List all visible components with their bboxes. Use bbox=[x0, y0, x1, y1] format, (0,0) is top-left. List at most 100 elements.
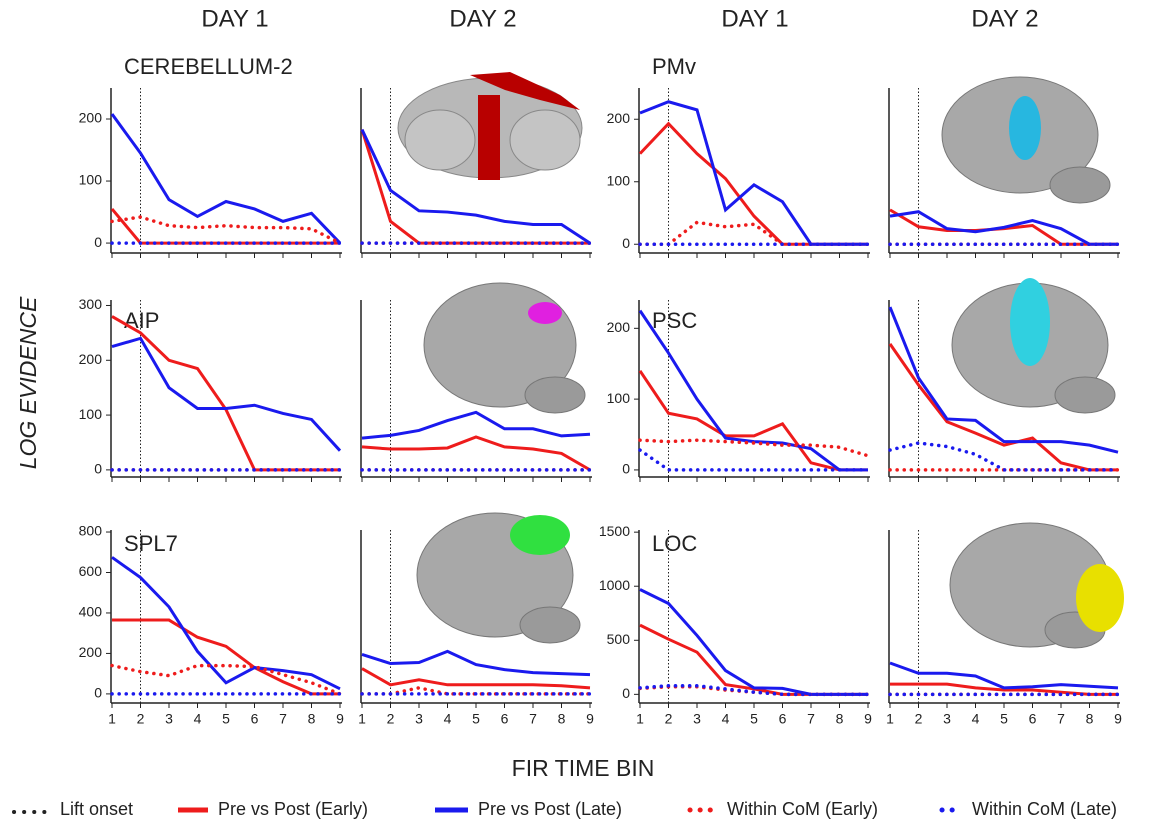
y-tick-label: 200 bbox=[79, 644, 103, 660]
series-line bbox=[640, 102, 868, 245]
x-axis-label: FIR TIME BIN bbox=[512, 755, 655, 781]
x-tick-label: 3 bbox=[943, 711, 951, 727]
series-line bbox=[362, 669, 590, 688]
y-tick-label: 0 bbox=[94, 234, 102, 250]
y-tick-label: 200 bbox=[79, 351, 103, 367]
x-tick-label: 1 bbox=[358, 711, 366, 727]
x-tick-label: 7 bbox=[1057, 711, 1065, 727]
x-tick-label: 1 bbox=[108, 711, 116, 727]
y-tick-label: 200 bbox=[607, 319, 631, 335]
panel-title: PSC bbox=[652, 308, 697, 333]
panel-title: PMv bbox=[652, 54, 696, 79]
brain-image-aip bbox=[424, 283, 585, 413]
y-tick-label: 1000 bbox=[599, 577, 630, 593]
legend-label: Pre vs Post (Late) bbox=[478, 799, 622, 819]
series-line bbox=[890, 443, 1118, 470]
x-tick-label: 1 bbox=[636, 711, 644, 727]
column-title: DAY 2 bbox=[449, 5, 516, 32]
x-tick-label: 3 bbox=[693, 711, 701, 727]
x-tick-label: 7 bbox=[807, 711, 815, 727]
series-line bbox=[112, 666, 340, 694]
series-line bbox=[640, 371, 868, 470]
x-tick-label: 1 bbox=[886, 711, 894, 727]
y-tick-label: 600 bbox=[79, 563, 103, 579]
y-tick-label: 1500 bbox=[599, 523, 630, 539]
x-tick-label: 5 bbox=[222, 711, 230, 727]
series-line bbox=[112, 557, 340, 689]
y-tick-label: 200 bbox=[79, 110, 103, 126]
y-tick-label: 200 bbox=[607, 110, 631, 126]
y-tick-label: 0 bbox=[622, 685, 630, 701]
x-tick-label: 8 bbox=[1086, 711, 1094, 727]
panel-title: CEREBELLUM-2 bbox=[124, 54, 293, 79]
x-tick-label: 4 bbox=[722, 711, 730, 727]
column-title: DAY 2 bbox=[971, 5, 1038, 32]
series-line bbox=[112, 316, 340, 469]
x-tick-label: 8 bbox=[308, 711, 316, 727]
x-tick-label: 2 bbox=[137, 711, 145, 727]
y-tick-label: 0 bbox=[94, 685, 102, 701]
panel-title: AIP bbox=[124, 308, 159, 333]
x-tick-label: 8 bbox=[558, 711, 566, 727]
series-line bbox=[112, 217, 340, 243]
series-line bbox=[640, 311, 868, 470]
x-tick-label: 4 bbox=[972, 711, 980, 727]
y-axis-label: LOG EVIDENCE bbox=[15, 296, 41, 469]
y-tick-label: 100 bbox=[607, 172, 631, 188]
x-tick-label: 2 bbox=[387, 711, 395, 727]
y-tick-label: 800 bbox=[79, 523, 103, 539]
series-line bbox=[112, 338, 340, 450]
brain-image-spl7 bbox=[417, 513, 580, 643]
series-line bbox=[362, 651, 590, 674]
x-tick-label: 5 bbox=[750, 711, 758, 727]
x-tick-label: 6 bbox=[1029, 711, 1037, 727]
series-line bbox=[362, 437, 590, 470]
y-tick-label: 0 bbox=[622, 235, 630, 251]
brain-illustrations bbox=[398, 72, 1124, 648]
x-tick-label: 7 bbox=[529, 711, 537, 727]
panel-title: SPL7 bbox=[124, 531, 178, 556]
figure: FIR TIME BIN LOG EVIDENCE Lift onset DAY… bbox=[0, 0, 1165, 825]
y-tick-label: 100 bbox=[607, 390, 631, 406]
x-tick-label: 2 bbox=[665, 711, 673, 727]
series-line bbox=[112, 114, 340, 243]
x-tick-label: 5 bbox=[472, 711, 480, 727]
legend-label: Within CoM (Late) bbox=[972, 799, 1117, 819]
cerebellum-image bbox=[398, 72, 582, 180]
x-tick-label: 8 bbox=[836, 711, 844, 727]
x-tick-label: 5 bbox=[1000, 711, 1008, 727]
y-tick-label: 300 bbox=[79, 296, 103, 312]
y-tick-label: 0 bbox=[94, 461, 102, 477]
y-tick-label: 100 bbox=[79, 172, 103, 188]
legend-label: Lift onset bbox=[60, 799, 133, 819]
x-tick-label: 3 bbox=[415, 711, 423, 727]
x-tick-label: 9 bbox=[864, 711, 872, 727]
y-tick-label: 400 bbox=[79, 604, 103, 620]
x-tick-label: 4 bbox=[194, 711, 202, 727]
x-tick-label: 4 bbox=[444, 711, 452, 727]
series-line bbox=[640, 222, 868, 244]
brain-image-psc bbox=[952, 278, 1115, 413]
x-tick-label: 3 bbox=[165, 711, 173, 727]
series-line bbox=[640, 440, 868, 456]
brain-image-pmv bbox=[942, 77, 1110, 203]
x-tick-label: 7 bbox=[279, 711, 287, 727]
brain-image-loc bbox=[950, 523, 1124, 648]
legend-label: Pre vs Post (Early) bbox=[218, 799, 368, 819]
x-tick-label: 6 bbox=[501, 711, 509, 727]
column-title: DAY 1 bbox=[201, 5, 268, 32]
panel-title: LOC bbox=[652, 531, 697, 556]
y-tick-label: 500 bbox=[607, 631, 631, 647]
x-tick-label: 6 bbox=[779, 711, 787, 727]
series-line bbox=[362, 412, 590, 438]
x-tick-label: 9 bbox=[1114, 711, 1122, 727]
y-tick-label: 0 bbox=[622, 461, 630, 477]
x-tick-label: 9 bbox=[336, 711, 344, 727]
series-line bbox=[640, 625, 868, 694]
column-title: DAY 1 bbox=[721, 5, 788, 32]
legend-label: Within CoM (Early) bbox=[727, 799, 878, 819]
x-tick-label: 2 bbox=[915, 711, 923, 727]
x-tick-label: 6 bbox=[251, 711, 259, 727]
x-tick-label: 9 bbox=[586, 711, 594, 727]
y-tick-label: 100 bbox=[79, 406, 103, 422]
